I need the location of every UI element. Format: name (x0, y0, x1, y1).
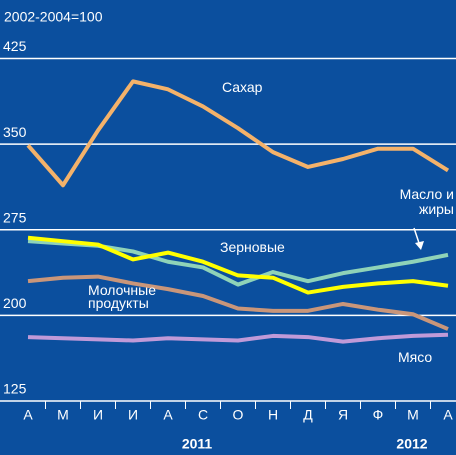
series-line (27, 332, 449, 344)
year-label: 2011 (182, 436, 213, 452)
y-tick-label: 350 (3, 124, 27, 140)
series-label: Сахар (222, 79, 263, 95)
series-label: Зерновые (220, 239, 285, 255)
series-line (27, 274, 449, 331)
series-line (27, 235, 449, 295)
y-tick-label: 275 (3, 209, 27, 225)
x-tick-label: И (93, 407, 103, 423)
x-tick-label: С (198, 407, 208, 423)
x-tick-label: Д (303, 407, 313, 423)
series-label: Мясо (398, 349, 433, 365)
y-tick-label: 200 (3, 295, 27, 311)
x-tick-label: И (128, 407, 138, 423)
subtitle: 2002-2004=100 (4, 9, 103, 25)
x-tick-label: Н (268, 407, 278, 423)
y-tick-label: 125 (3, 381, 27, 397)
x-tick-label: А (443, 407, 453, 423)
series-label: Масло и жиры (399, 186, 454, 217)
x-tick-label: М (407, 407, 419, 423)
x-tick-label: А (23, 407, 33, 423)
arrow-head (415, 241, 424, 250)
series-label: Молочные продукты (88, 282, 156, 311)
year-label: 2012 (396, 436, 427, 452)
x-tick-label: М (57, 407, 69, 423)
x-tick-label: О (233, 407, 244, 423)
series-line (26, 79, 450, 188)
x-tick-label: Я (338, 407, 348, 423)
y-tick-label: 425 (3, 38, 27, 54)
x-tick-label: Ф (373, 407, 384, 423)
x-tick-label: А (163, 407, 173, 423)
